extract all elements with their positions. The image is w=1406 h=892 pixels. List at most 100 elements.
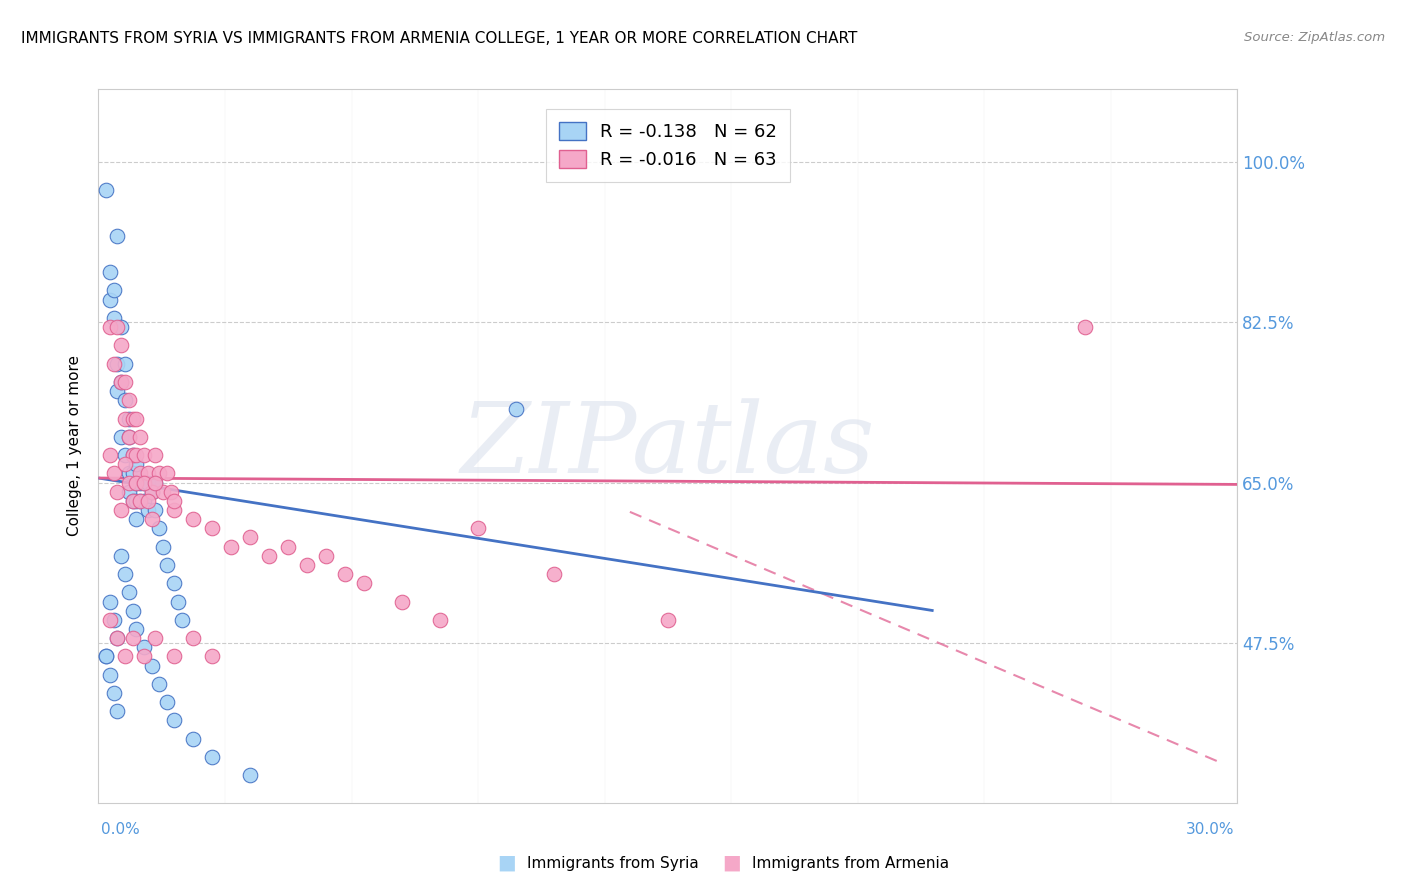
Text: Source: ZipAtlas.com: Source: ZipAtlas.com: [1244, 31, 1385, 45]
Point: [129, 494, 152, 508]
Point: [335, 567, 357, 582]
Point: [132, 494, 155, 508]
Point: [132, 640, 155, 655]
Point: [107, 320, 129, 334]
Point: [239, 768, 262, 782]
Point: [110, 503, 132, 517]
Point: [114, 448, 136, 462]
Point: [125, 475, 148, 490]
Point: [145, 475, 167, 490]
Point: [103, 467, 125, 481]
Point: [129, 494, 152, 508]
Point: [110, 320, 132, 334]
Point: [125, 475, 148, 490]
Point: [239, 531, 262, 545]
Point: [129, 467, 152, 481]
Point: [152, 484, 174, 499]
Point: [156, 467, 179, 481]
Point: [118, 430, 141, 444]
Point: [98, 293, 121, 307]
Point: [114, 411, 136, 425]
Text: ▪: ▪: [496, 849, 516, 878]
Point: [132, 448, 155, 462]
Point: [125, 494, 148, 508]
Point: [141, 484, 163, 499]
Point: [156, 558, 179, 572]
Point: [297, 558, 319, 572]
Point: [98, 613, 121, 627]
Point: [110, 375, 132, 389]
Point: [94, 649, 117, 664]
Point: [103, 310, 125, 325]
Point: [118, 411, 141, 425]
Point: [125, 512, 148, 526]
Point: [145, 631, 167, 645]
Point: [163, 649, 186, 664]
Point: [114, 357, 136, 371]
Point: [201, 521, 224, 535]
Point: [163, 503, 186, 517]
Point: [125, 458, 148, 472]
Point: [114, 393, 136, 408]
Point: [221, 540, 243, 554]
Point: [201, 649, 224, 664]
Point: [136, 467, 159, 481]
Point: [110, 338, 132, 352]
Text: Immigrants from Armenia: Immigrants from Armenia: [752, 856, 949, 871]
Point: [121, 448, 143, 462]
Point: [94, 183, 117, 197]
Point: [183, 512, 205, 526]
Text: IMMIGRANTS FROM SYRIA VS IMMIGRANTS FROM ARMENIA COLLEGE, 1 YEAR OR MORE CORRELA: IMMIGRANTS FROM SYRIA VS IMMIGRANTS FROM…: [21, 31, 858, 46]
Point: [121, 494, 143, 508]
Point: [94, 649, 117, 664]
Point: [121, 631, 143, 645]
Point: [114, 567, 136, 582]
Point: [145, 475, 167, 490]
Point: [148, 677, 170, 691]
Point: [141, 484, 163, 499]
Text: 30.0%: 30.0%: [1187, 822, 1234, 837]
Point: [156, 695, 179, 709]
Point: [125, 622, 148, 636]
Point: [107, 384, 129, 398]
Point: [107, 704, 129, 718]
Point: [167, 594, 190, 608]
Point: [110, 375, 132, 389]
Point: [114, 375, 136, 389]
Point: [170, 613, 193, 627]
Point: [145, 503, 167, 517]
Point: [98, 448, 121, 462]
Point: [657, 613, 679, 627]
Point: [103, 357, 125, 371]
Point: [136, 494, 159, 508]
Text: ZIPatlas: ZIPatlas: [461, 399, 875, 493]
Point: [125, 411, 148, 425]
Point: [145, 448, 167, 462]
Point: [136, 475, 159, 490]
Point: [121, 411, 143, 425]
Point: [148, 467, 170, 481]
Point: [118, 585, 141, 599]
Legend: R = -0.138   N = 62, R = -0.016   N = 63: R = -0.138 N = 62, R = -0.016 N = 63: [546, 109, 790, 182]
Text: 0.0%: 0.0%: [101, 822, 141, 837]
Point: [118, 393, 141, 408]
Point: [141, 658, 163, 673]
Point: [132, 475, 155, 490]
Point: [152, 540, 174, 554]
Point: [98, 320, 121, 334]
Point: [103, 284, 125, 298]
Point: [148, 521, 170, 535]
Point: [118, 467, 141, 481]
Point: [132, 475, 155, 490]
Point: [183, 631, 205, 645]
Point: [121, 467, 143, 481]
Point: [114, 458, 136, 472]
Point: [141, 512, 163, 526]
Point: [163, 576, 186, 591]
Point: [121, 604, 143, 618]
Point: [163, 494, 186, 508]
Point: [429, 613, 451, 627]
Point: [110, 549, 132, 563]
Point: [98, 667, 121, 681]
Point: [98, 594, 121, 608]
